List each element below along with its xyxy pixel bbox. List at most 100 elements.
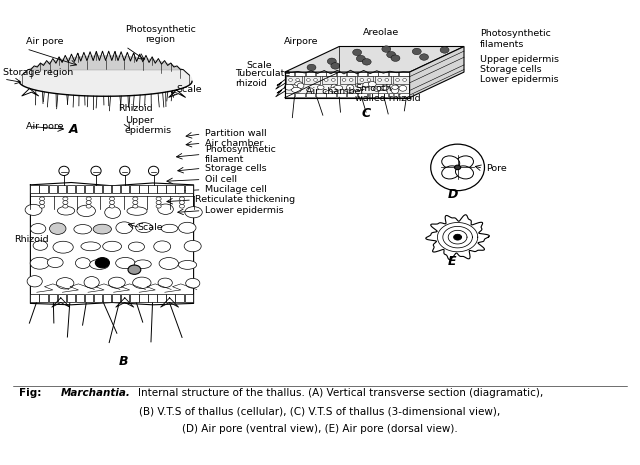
- Circle shape: [403, 79, 406, 81]
- Bar: [347, 72, 356, 76]
- Bar: [347, 93, 356, 97]
- Ellipse shape: [284, 84, 294, 90]
- Ellipse shape: [298, 83, 304, 88]
- Text: Airpore: Airpore: [284, 38, 319, 46]
- Circle shape: [63, 197, 68, 201]
- Bar: [140, 185, 148, 193]
- Ellipse shape: [355, 83, 364, 87]
- Text: A: A: [68, 122, 79, 135]
- Bar: [326, 72, 336, 76]
- Bar: [49, 294, 57, 302]
- Bar: [337, 72, 346, 76]
- Ellipse shape: [442, 166, 460, 179]
- Ellipse shape: [392, 85, 398, 89]
- Circle shape: [156, 201, 161, 205]
- Circle shape: [156, 197, 161, 201]
- Ellipse shape: [431, 144, 484, 191]
- Ellipse shape: [442, 156, 460, 169]
- Circle shape: [289, 79, 292, 81]
- Bar: [399, 72, 409, 76]
- Bar: [148, 294, 157, 302]
- Ellipse shape: [399, 86, 406, 91]
- Circle shape: [356, 55, 365, 62]
- Text: (D) Air pore (ventral view), (E) Air pore (dorsal view).: (D) Air pore (ventral view), (E) Air por…: [182, 425, 458, 434]
- Bar: [166, 185, 175, 193]
- Circle shape: [420, 54, 429, 60]
- Bar: [148, 185, 157, 193]
- Bar: [184, 294, 193, 302]
- Text: Storage cells: Storage cells: [480, 66, 541, 74]
- Text: Pore: Pore: [486, 164, 507, 173]
- Bar: [130, 294, 139, 302]
- Circle shape: [367, 79, 371, 81]
- Ellipse shape: [294, 82, 303, 86]
- Ellipse shape: [56, 278, 74, 289]
- Ellipse shape: [331, 84, 337, 90]
- Circle shape: [128, 265, 141, 274]
- Text: Upper
epidermis: Upper epidermis: [125, 116, 172, 135]
- Polygon shape: [285, 46, 464, 72]
- Circle shape: [179, 205, 184, 208]
- Ellipse shape: [30, 257, 49, 269]
- Ellipse shape: [368, 81, 376, 87]
- Ellipse shape: [307, 88, 313, 92]
- Ellipse shape: [25, 204, 42, 215]
- Ellipse shape: [186, 279, 200, 288]
- Bar: [285, 93, 294, 97]
- Bar: [175, 294, 184, 302]
- Circle shape: [109, 205, 115, 208]
- Text: Rhizoid: Rhizoid: [118, 104, 153, 113]
- Ellipse shape: [389, 84, 398, 90]
- Ellipse shape: [105, 206, 121, 219]
- Text: Lower epidermis: Lower epidermis: [480, 75, 559, 84]
- Bar: [49, 185, 57, 193]
- Circle shape: [132, 201, 138, 205]
- Bar: [295, 72, 305, 76]
- Ellipse shape: [93, 224, 111, 234]
- Ellipse shape: [134, 260, 151, 268]
- Bar: [322, 76, 337, 84]
- Ellipse shape: [58, 206, 75, 215]
- Bar: [40, 294, 48, 302]
- Circle shape: [95, 258, 109, 268]
- Circle shape: [360, 79, 364, 81]
- Text: Air pore: Air pore: [26, 38, 63, 46]
- Text: C: C: [362, 107, 371, 120]
- Text: Smooth
walled rhizoid: Smooth walled rhizoid: [355, 84, 421, 103]
- Ellipse shape: [53, 241, 73, 253]
- Bar: [121, 294, 129, 302]
- Bar: [378, 72, 388, 76]
- Circle shape: [109, 201, 115, 205]
- Circle shape: [109, 197, 115, 201]
- Ellipse shape: [31, 224, 46, 234]
- Bar: [130, 185, 139, 193]
- Circle shape: [132, 205, 138, 208]
- Text: Photosynthetic
filaments: Photosynthetic filaments: [480, 29, 551, 49]
- Ellipse shape: [120, 166, 130, 175]
- Ellipse shape: [158, 204, 173, 214]
- Bar: [358, 72, 367, 76]
- Text: (B) V.T.S of thallus (cellular), (C) V.T.S of thallus (3-dimensional view),: (B) V.T.S of thallus (cellular), (C) V.T…: [140, 407, 500, 417]
- Ellipse shape: [127, 207, 147, 215]
- Text: Storage cells: Storage cells: [205, 164, 266, 173]
- Text: Partition wall: Partition wall: [205, 129, 266, 139]
- Circle shape: [86, 205, 92, 208]
- Polygon shape: [19, 56, 192, 96]
- Ellipse shape: [325, 91, 333, 95]
- Polygon shape: [410, 46, 464, 98]
- Bar: [67, 294, 75, 302]
- Bar: [295, 93, 305, 97]
- Circle shape: [396, 79, 399, 81]
- Circle shape: [342, 79, 346, 81]
- Bar: [285, 72, 294, 76]
- Text: Scale: Scale: [176, 85, 202, 94]
- Ellipse shape: [292, 87, 301, 93]
- Text: Internal structure of the thallus. (A) Vertical transverse section (diagramatic): Internal structure of the thallus. (A) V…: [138, 388, 543, 398]
- Text: Mucilage cell: Mucilage cell: [205, 185, 266, 194]
- Circle shape: [332, 79, 335, 81]
- Ellipse shape: [381, 86, 388, 90]
- Ellipse shape: [91, 166, 101, 175]
- Text: Tuberculate
rhizoid: Tuberculate rhizoid: [236, 69, 291, 88]
- Bar: [103, 294, 111, 302]
- Circle shape: [440, 46, 449, 53]
